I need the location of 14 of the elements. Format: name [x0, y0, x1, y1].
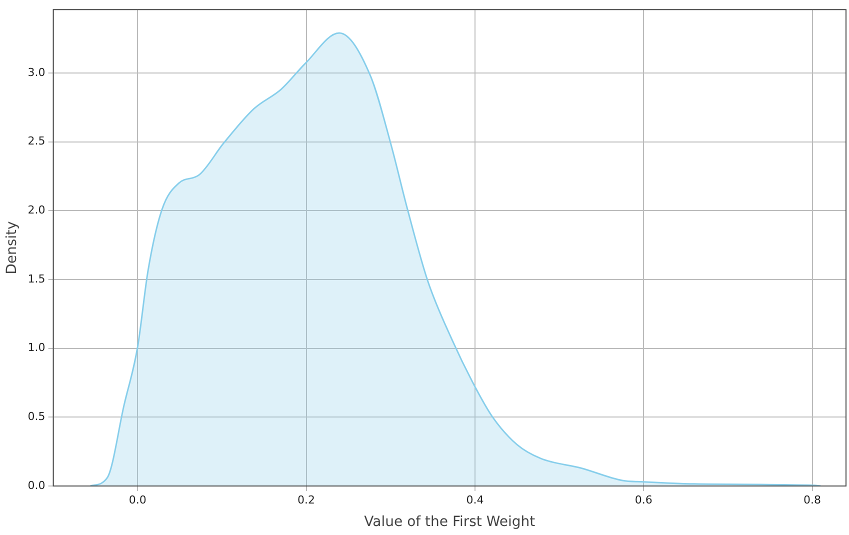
y-tick-label: 1.0: [28, 341, 46, 354]
y-tick-label: 3.0: [28, 66, 46, 79]
x-tick-label: 0.2: [298, 493, 316, 506]
y-tick-label: 2.0: [28, 203, 46, 216]
y-tick-label: 2.5: [28, 134, 46, 148]
x-axis-title: Value of the First Weight: [364, 514, 536, 530]
y-tick-label: 0.5: [28, 410, 46, 424]
x-tick-label: 0.8: [804, 493, 822, 506]
y-tick-label: 0.0: [28, 478, 46, 492]
y-axis-title: Density: [4, 221, 20, 274]
x-tick-label: 0.4: [466, 493, 484, 506]
y-tick-label: 1.5: [28, 272, 46, 286]
x-tick-label: 0.6: [634, 493, 652, 506]
x-tick-label: 0.0: [128, 493, 146, 506]
